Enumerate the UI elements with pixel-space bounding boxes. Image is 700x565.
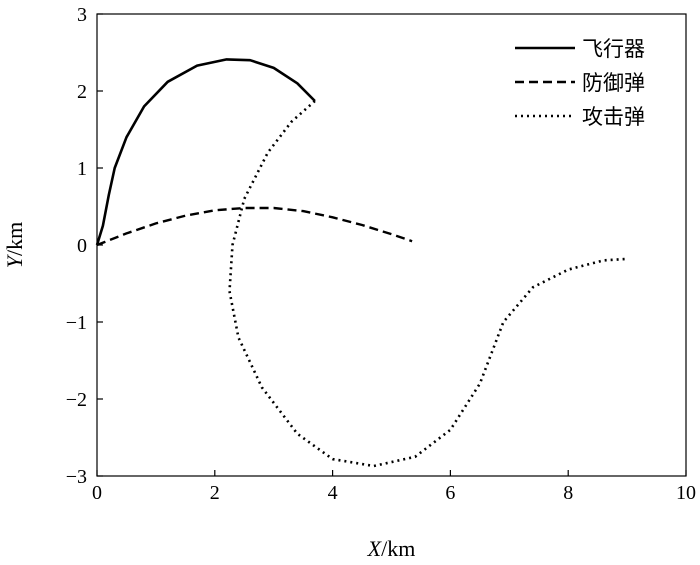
legend-label: 飞行器 [582, 37, 645, 61]
axes: 0 2 4 6 8 10 −3 −2 −1 0 1 2 3 [66, 4, 696, 504]
y-tick-label: 0 [77, 235, 87, 257]
y-tick-label: 1 [77, 158, 87, 180]
y-tick-label: 3 [77, 4, 87, 26]
legend-label: 防御弹 [582, 71, 645, 95]
series-line-1 [95, 58, 316, 246]
x-tick-label: 0 [92, 482, 102, 504]
series-line-2 [96, 206, 413, 247]
x-tick-label: 8 [563, 482, 573, 504]
y-axis-label: Y/km [2, 222, 27, 268]
y-tick-label: −3 [66, 466, 87, 488]
y-tick-label: 2 [77, 81, 87, 103]
x-tick-label: 2 [210, 482, 220, 504]
y-tick-label: −2 [66, 389, 87, 411]
y-axis-label-unit: /km [2, 222, 27, 256]
x-axis-label-unit: /km [381, 536, 415, 561]
x-tick-label: 6 [445, 482, 455, 504]
y-axis-label-var: Y [2, 253, 27, 268]
legend-label: 攻击弹 [582, 105, 645, 129]
x-tick-label: 10 [676, 482, 696, 504]
x-axis-label-var: X [367, 536, 383, 561]
series-lines [95, 58, 628, 468]
series-line-3 [228, 100, 628, 468]
y-tick-label: −1 [66, 312, 87, 334]
x-tick-label: 4 [328, 482, 338, 504]
x-axis-label: X/km [367, 536, 416, 561]
